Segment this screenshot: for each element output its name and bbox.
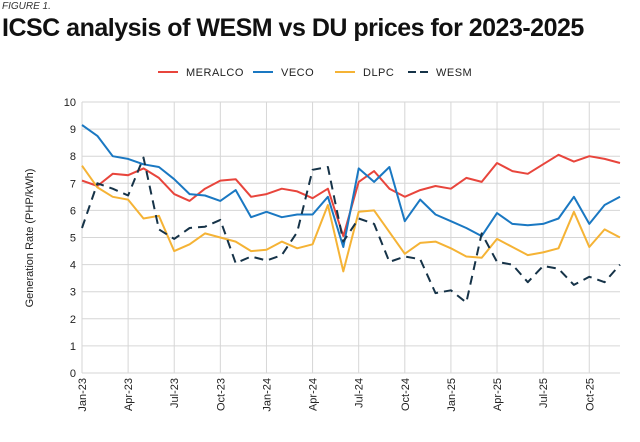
legend-label-veco: VECO: [281, 67, 314, 79]
x-tick-label: Jan-24: [261, 378, 273, 412]
x-tick-label: Jan-25: [446, 378, 458, 412]
y-tick-label: 5: [70, 233, 76, 245]
y-tick-label: 10: [64, 97, 76, 109]
x-tick-label: Jul-24: [354, 378, 366, 408]
series-line-dlpc: [81, 165, 621, 273]
figure-label: FIGURE 1.: [2, 1, 51, 12]
y-axis-label: Generation Rate (PHP/kWh): [24, 169, 36, 308]
y-tick-label: 0: [70, 368, 76, 380]
y-tick-label: 9: [70, 124, 76, 136]
y-tick-label: 6: [70, 205, 76, 217]
y-tick-label: 1: [70, 341, 76, 353]
x-tick-label: Oct-25: [584, 378, 596, 411]
y-tick-label: 3: [70, 287, 76, 299]
x-tick-label: Apr-23: [123, 378, 135, 411]
x-tick-label: Oct-23: [215, 378, 227, 411]
x-tick-label: Oct-24: [400, 378, 412, 411]
x-tick-label: Jan-23: [77, 378, 89, 412]
legend-label-dlpc: DLPC: [363, 67, 394, 79]
series-line-wesm: [81, 156, 621, 304]
x-tick-label: Jul-25: [538, 378, 550, 408]
legend-label-meralco: MERALCO: [186, 67, 244, 79]
y-tick-label: 7: [70, 178, 76, 190]
series-line-veco: [81, 124, 621, 248]
legend-label-wesm: WESM: [436, 67, 472, 79]
y-tick-label: 2: [70, 314, 76, 326]
series-lines: [81, 124, 621, 304]
x-tick-label: Jul-23: [169, 378, 181, 408]
y-tick-label: 4: [70, 260, 76, 272]
y-tick-label: 8: [70, 151, 76, 163]
axes: 0 1 2 3 4 5 6 7 8 9 10 Jan-23 Apr-23 Jul-23 Oct-23 Jan-…: [64, 97, 597, 412]
legend: MERALCO VECO DLPC WESM: [158, 67, 472, 79]
chart-title: ICSC analysis of WESM vs DU prices for 2…: [2, 14, 584, 42]
x-tick-label: Apr-25: [492, 378, 504, 411]
x-tick-label: Apr-24: [308, 378, 320, 411]
gridlines: [81, 101, 620, 374]
